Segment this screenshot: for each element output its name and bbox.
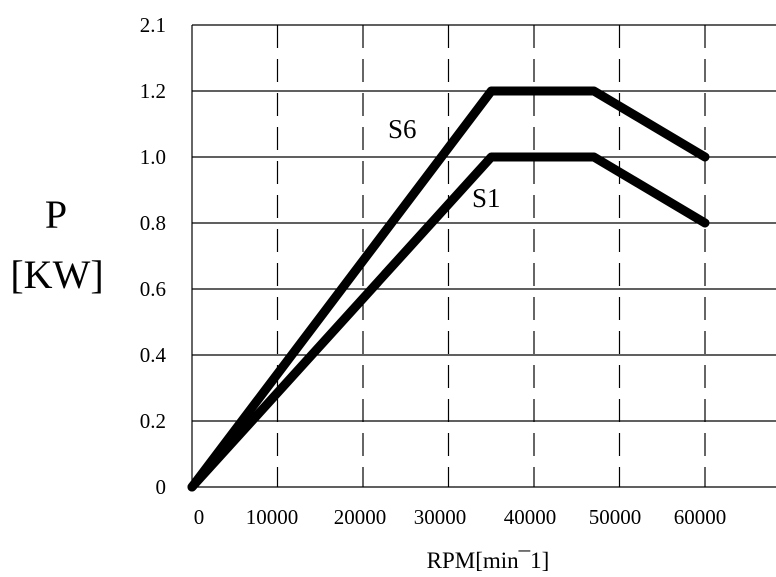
x-tick-label: 30000 [414, 505, 467, 529]
y-tick-label: 0.8 [140, 211, 166, 235]
y-tick-label: 0.2 [140, 409, 166, 433]
x-tick-labels: 0 10000 20000 30000 40000 50000 60000 [194, 505, 727, 529]
y-tick-label: 0.4 [140, 343, 167, 367]
series-lines [187, 86, 710, 492]
series-label-s1: S1 [472, 183, 501, 213]
y-tick-labels: 0 0.2 0.4 0.6 0.8 1.0 1.2 2.1 [140, 13, 167, 499]
y-axis-label-unit: [KW] [10, 252, 103, 297]
y-axis-label-symbol: P [45, 192, 67, 237]
series-label-s6: S6 [388, 114, 417, 144]
y-tick-label: 1.0 [140, 145, 166, 169]
y-tick-label: 1.2 [140, 79, 166, 103]
x-tick-label: 50000 [589, 505, 642, 529]
x-tick-label: 10000 [246, 505, 299, 529]
series-line-s1 [187, 152, 710, 492]
x-tick-label: 60000 [674, 505, 727, 529]
x-tick-label: 40000 [504, 505, 557, 529]
series-line-s6 [187, 86, 710, 492]
y-tick-label: 0.6 [140, 277, 166, 301]
y-tick-label: 2.1 [140, 13, 166, 37]
x-tick-label: 20000 [334, 505, 387, 529]
x-axis-label: RPM[min¯1] [427, 548, 550, 573]
y-tick-label: 0 [156, 475, 167, 499]
x-tick-label: 0 [194, 505, 205, 529]
